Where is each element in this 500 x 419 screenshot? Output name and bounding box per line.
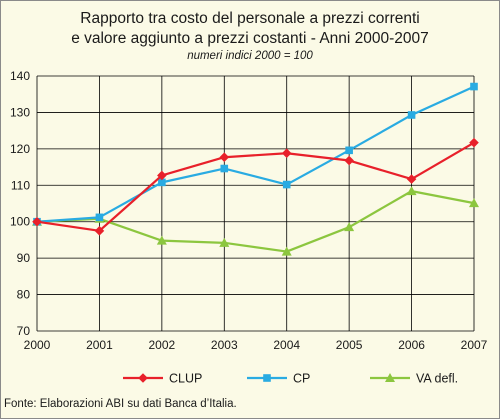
point-clup-2004 bbox=[281, 148, 292, 159]
point-cp-2001 bbox=[95, 213, 104, 222]
point-clup-2005 bbox=[344, 155, 354, 166]
legend-marker-cp bbox=[263, 374, 271, 382]
point-cp-2007 bbox=[470, 82, 478, 91]
x-tick-label: 2003 bbox=[211, 338, 238, 352]
y-tick-label: 110 bbox=[11, 178, 30, 192]
axis-layer: 70 80 90 100 110 120 130 140 2000 2001 2002 2003 200… bbox=[10, 69, 488, 352]
x-tick-label: 2001 bbox=[86, 338, 113, 352]
x-tick-label: 2004 bbox=[273, 338, 300, 352]
series-line-cp bbox=[36, 85, 475, 223]
x-tick-label: 2007 bbox=[461, 338, 488, 352]
chart-subtitle: numeri indici 2000 = 100 bbox=[187, 50, 313, 62]
y-tick-label: 130 bbox=[10, 105, 30, 119]
series-layer bbox=[32, 82, 479, 256]
point-clup-2000 bbox=[32, 216, 42, 227]
point-clup-2007 bbox=[469, 137, 479, 148]
chart-title-line-1: Rapporto tra costo del personale a prezz… bbox=[80, 10, 420, 27]
point-cp-2004 bbox=[282, 180, 291, 189]
legend-label-va-defl: VA defl. bbox=[416, 372, 458, 386]
legend-label-clup: CLUP bbox=[169, 372, 202, 386]
point-va-defl-2005 bbox=[344, 222, 355, 232]
y-tick-label: 90 bbox=[17, 251, 31, 265]
point-cp-2005 bbox=[345, 146, 353, 155]
chart-title-line-2: e valore aggiunto a prezzi costanti - An… bbox=[71, 30, 429, 47]
y-tick-label: 100 bbox=[10, 215, 30, 229]
point-va-defl-2003 bbox=[219, 237, 230, 247]
point-cp-2006 bbox=[407, 111, 416, 119]
point-cp-2003 bbox=[220, 164, 229, 173]
point-clup-2002 bbox=[157, 170, 167, 181]
legend-label-cp: CP bbox=[293, 372, 310, 386]
legend-marker-va-defl bbox=[385, 373, 395, 382]
y-tick-label: 140 bbox=[10, 69, 30, 83]
legend: CLUP CP VA defl. bbox=[123, 372, 458, 386]
point-va-defl-2002 bbox=[156, 235, 167, 245]
y-tick-label: 80 bbox=[17, 288, 31, 302]
point-va-defl-2004 bbox=[281, 246, 292, 256]
x-tick-label: 2000 bbox=[24, 338, 51, 352]
point-clup-2003 bbox=[219, 152, 230, 163]
y-tick-label: 70 bbox=[17, 324, 31, 338]
point-cp-2002 bbox=[158, 178, 166, 187]
legend-marker-clup bbox=[138, 373, 148, 383]
point-clup-2006 bbox=[406, 174, 417, 184]
point-va-defl-2006 bbox=[406, 186, 417, 196]
point-va-defl-2007 bbox=[469, 198, 479, 208]
source-note: Fonte: Elaborazioni ABI su dati Banca d’… bbox=[4, 398, 237, 410]
x-tick-label: 2002 bbox=[149, 338, 176, 352]
x-tick-label: 2006 bbox=[398, 338, 425, 352]
series-line-clup bbox=[36, 141, 475, 232]
y-tick-label: 120 bbox=[10, 142, 30, 156]
x-tick-label: 2005 bbox=[336, 338, 363, 352]
point-clup-2001 bbox=[94, 226, 105, 236]
